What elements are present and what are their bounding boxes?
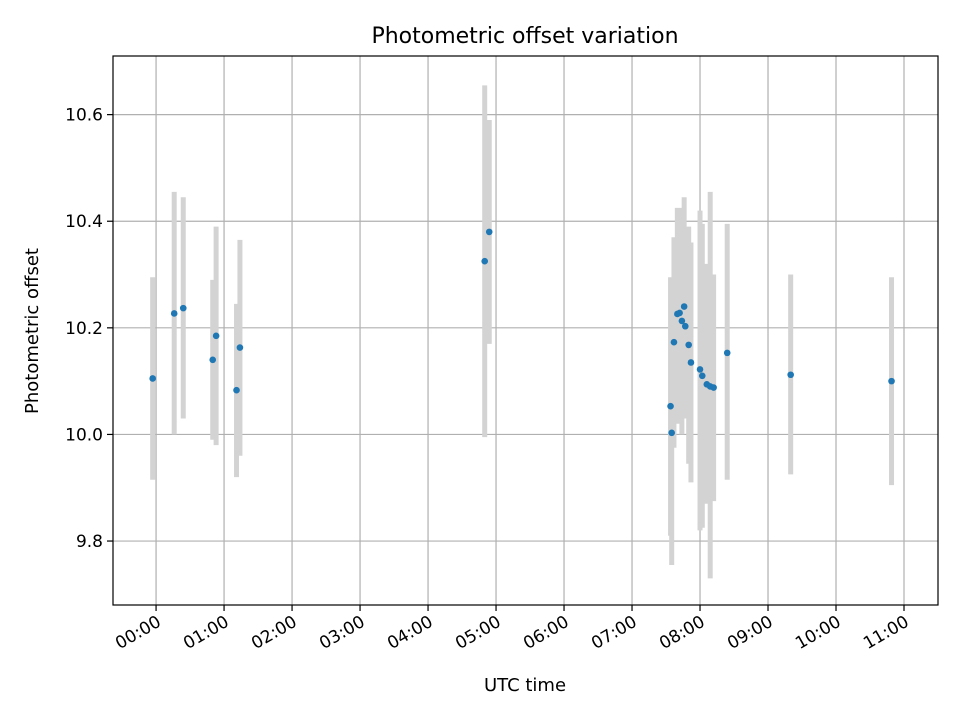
chart-title: Photometric offset variation [371,24,678,49]
data-point [698,372,706,380]
y-axis-label: Photometric offset [22,248,43,414]
x-axis-label: UTC time [484,675,566,696]
data-point [209,356,217,364]
data-point [236,344,244,351]
y-tick-label: 10.0 [65,425,103,445]
data-point [212,332,220,340]
data-point [179,304,187,312]
data-point [685,341,692,349]
y-tick-label: 10.2 [65,319,103,339]
data-point [696,366,704,373]
data-point [670,338,678,346]
data-point [485,228,493,236]
y-axis: 9.8 10.0 10.2 10.4 10.6 [65,106,113,552]
data-point [787,371,794,379]
y-tick-label: 10.4 [65,212,103,232]
y-tick-label: 10.6 [65,106,103,126]
data-point [710,384,717,391]
data-point [680,303,688,310]
data-point [888,377,895,385]
data-points [149,228,895,437]
data-point [681,322,689,330]
data-point [170,310,178,317]
data-point [233,386,240,394]
data-point [687,359,695,366]
data-point [668,429,675,437]
plot-frame [112,55,939,606]
data-point [676,309,683,317]
data-point [481,257,489,265]
y-tick-label: 9.8 [76,532,103,552]
data-point [723,349,731,357]
data-point [149,375,156,382]
grid [113,56,938,605]
data-point [678,317,686,325]
data-point [667,402,674,410]
